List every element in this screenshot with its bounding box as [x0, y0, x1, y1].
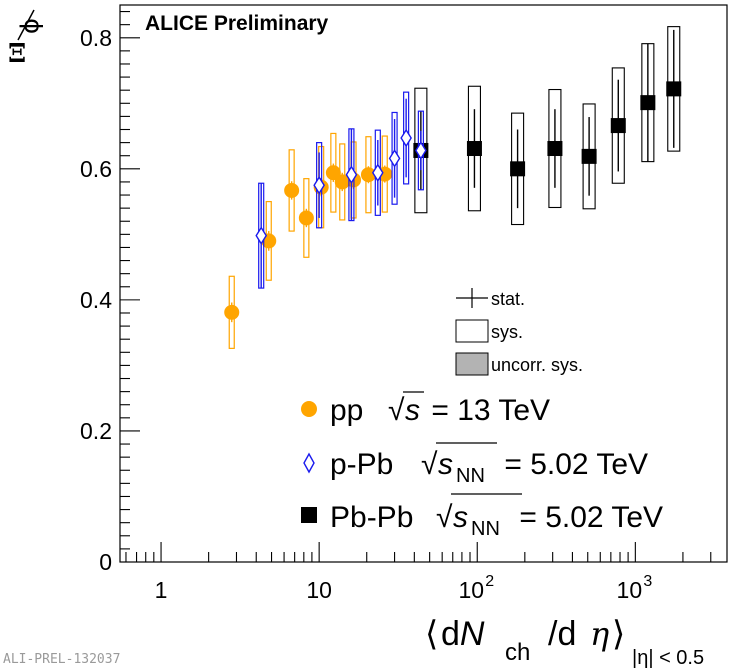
y-axis: 0 0.2 0.4 0.6 0.8 — [80, 11, 140, 575]
plot-frame — [119, 4, 728, 563]
svg-text:/d: /d — [548, 615, 576, 653]
svg-text:dN: dN — [441, 615, 485, 653]
legend-stat-label: stat. — [491, 289, 525, 309]
legend-pp-label: pp — [330, 394, 363, 427]
data-point — [284, 182, 300, 198]
y-tick-label: 0 — [99, 549, 112, 575]
y-tick-label: 0.4 — [80, 287, 112, 313]
x-tick-label: 10 — [458, 577, 484, 603]
data-point — [400, 128, 412, 148]
data-point — [510, 161, 526, 177]
x-tick-label: 10 — [306, 577, 332, 603]
x-tick-exponent: 2 — [485, 573, 494, 590]
data-point — [224, 304, 240, 320]
chart-title: ALICE Preliminary — [145, 12, 329, 35]
legend-sys-icon — [455, 319, 489, 343]
svg-text:= 5.02 TeV: = 5.02 TeV — [496, 448, 648, 481]
svg-text:√: √ — [421, 448, 438, 481]
data-point — [360, 167, 376, 183]
data-point — [334, 174, 350, 190]
y-tick-label: 0.6 — [80, 156, 112, 182]
legend-ppb-label: p-Pb — [330, 448, 393, 481]
data-point — [371, 163, 384, 183]
legend-errors: stat. sys. uncorr. sys. — [455, 288, 583, 376]
legend-pbpb-marker — [301, 507, 317, 523]
legend-pp-energy: √ s = 13 TeV — [388, 391, 550, 427]
data-point — [415, 141, 427, 160]
data-point — [345, 165, 358, 185]
legend-series: pp √ s = 13 TeV p-Pb √ s NN = 5.02 TeV P… — [301, 391, 663, 540]
legend-uncorr-label: uncorr. sys. — [491, 355, 583, 375]
legend-pbpb-label: Pb-Pb — [330, 501, 413, 534]
svg-text:η: η — [590, 615, 609, 653]
svg-text:NN: NN — [456, 465, 485, 487]
svg-text:s: s — [453, 501, 468, 534]
svg-text:NN: NN — [471, 518, 500, 540]
svg-text:√: √ — [436, 501, 453, 534]
y-label-slash — [17, 9, 35, 41]
data-point — [255, 226, 268, 245]
svg-text:⟨: ⟨ — [425, 615, 438, 653]
data-point — [388, 149, 401, 168]
legend-stat-icon — [456, 288, 488, 308]
svg-text:√: √ — [388, 394, 405, 427]
data-point — [298, 210, 314, 226]
x-axis-label: ⟨ dN ch /d η ⟩ |η| < 0.5 — [425, 615, 704, 668]
legend-ppb-energy: √ s NN = 5.02 TeV — [421, 442, 648, 487]
data-point — [313, 175, 325, 195]
x-label-cut: |η| < 0.5 — [632, 647, 704, 668]
x-tick-label: 1 — [155, 577, 168, 603]
series-pb-pb — [413, 26, 682, 226]
svg-text:= 5.02 TeV: = 5.02 TeV — [511, 501, 663, 534]
x-label-dN: d — [441, 615, 460, 653]
data-point — [581, 148, 597, 164]
svg-text:s: s — [438, 448, 453, 481]
data-point — [466, 141, 482, 157]
x-axis: 1 10 10 2 10 3 — [125, 542, 712, 603]
x-tick-label: 10 — [617, 577, 643, 603]
legend-sys-label: sys. — [491, 322, 523, 342]
legend-ppb-marker — [303, 452, 315, 474]
data-point — [666, 81, 682, 97]
data-point — [547, 141, 563, 157]
x-label-sub: ch — [505, 639, 530, 666]
series-layer — [224, 26, 682, 349]
y-tick-label: 0.8 — [80, 25, 112, 51]
y-label-numerator: Ξ — [8, 39, 26, 69]
svg-text:= 13 TeV: = 13 TeV — [423, 394, 550, 427]
legend-pp-marker — [301, 401, 317, 417]
y-axis-label: Ξ ϕ — [8, 9, 44, 69]
legend-pbpb-energy: √ s NN = 5.02 TeV — [436, 493, 663, 540]
svg-text:s: s — [405, 394, 420, 427]
x-tick-exponent: 3 — [643, 573, 652, 590]
legend-uncorr-icon — [455, 352, 489, 376]
data-point — [640, 95, 656, 111]
preliminary-id: ALI-PREL-132037 — [3, 652, 120, 667]
data-point — [610, 118, 626, 134]
y-label-denominator: ϕ — [16, 18, 44, 34]
series-p-pb — [255, 91, 427, 289]
svg-text:⟩: ⟩ — [612, 615, 625, 653]
y-tick-label: 0.2 — [80, 418, 112, 444]
